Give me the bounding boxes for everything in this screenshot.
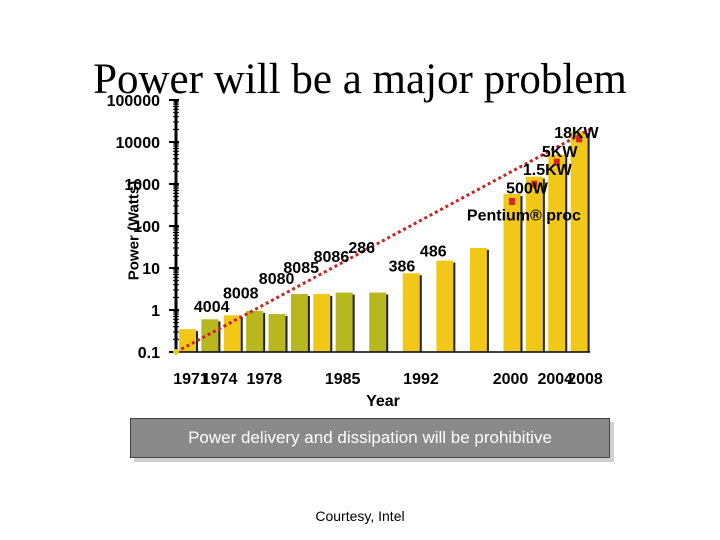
annotation-1: 8008 xyxy=(223,285,259,302)
bar-2004-14 xyxy=(548,155,565,352)
annotation-5: 286 xyxy=(348,240,375,257)
y-tick-label: 1 xyxy=(151,303,160,320)
annotation-7: 486 xyxy=(420,243,447,260)
y-tick-label: 0.1 xyxy=(138,345,160,362)
x-tick-label: 1992 xyxy=(403,371,439,388)
bar-2006-15 xyxy=(571,131,588,352)
x-tick-label: 2000 xyxy=(493,371,529,388)
credit-text: Courtesy, Intel xyxy=(0,508,720,524)
bar-1981-5 xyxy=(291,294,308,352)
trend-start-point xyxy=(173,349,179,355)
annotation-9: 500W xyxy=(506,180,549,197)
bar-1997-11 xyxy=(470,248,487,352)
y-axis-label: Power (Watts) xyxy=(126,161,143,301)
bar-1988-8 xyxy=(369,293,386,352)
annotation-11: 5KW xyxy=(542,144,578,161)
bar-1994-10 xyxy=(436,261,453,352)
slide-title: Power will be a major problem xyxy=(0,58,720,101)
y-tick-label: 10000 xyxy=(116,135,161,152)
bar-1975-2 xyxy=(224,315,241,352)
annotation-8: Pentium® proc xyxy=(467,208,581,225)
y-tick-label: 10 xyxy=(142,261,160,278)
x-tick-label: 1978 xyxy=(247,371,283,388)
x-tick-label: 1974 xyxy=(202,371,238,388)
bar-marker-12 xyxy=(509,198,515,205)
bar-1985-7 xyxy=(336,293,353,352)
annotation-4: 8086 xyxy=(314,249,350,266)
annotation-6: 386 xyxy=(389,259,416,276)
annotation-10: 1.5KW xyxy=(523,162,573,179)
bar-1983-6 xyxy=(313,294,330,352)
annotation-12: 18KW xyxy=(554,125,599,142)
x-tick-label: 2008 xyxy=(567,371,603,388)
bar-1979-4 xyxy=(269,314,286,352)
conclusion-banner: Power delivery and dissipation will be p… xyxy=(130,418,610,458)
x-tick-label: 1985 xyxy=(325,371,361,388)
bar-1991-9 xyxy=(403,273,420,352)
bar-1977-3 xyxy=(246,311,263,352)
bar-2002-13 xyxy=(526,177,543,352)
x-axis-title: Year xyxy=(366,393,400,410)
